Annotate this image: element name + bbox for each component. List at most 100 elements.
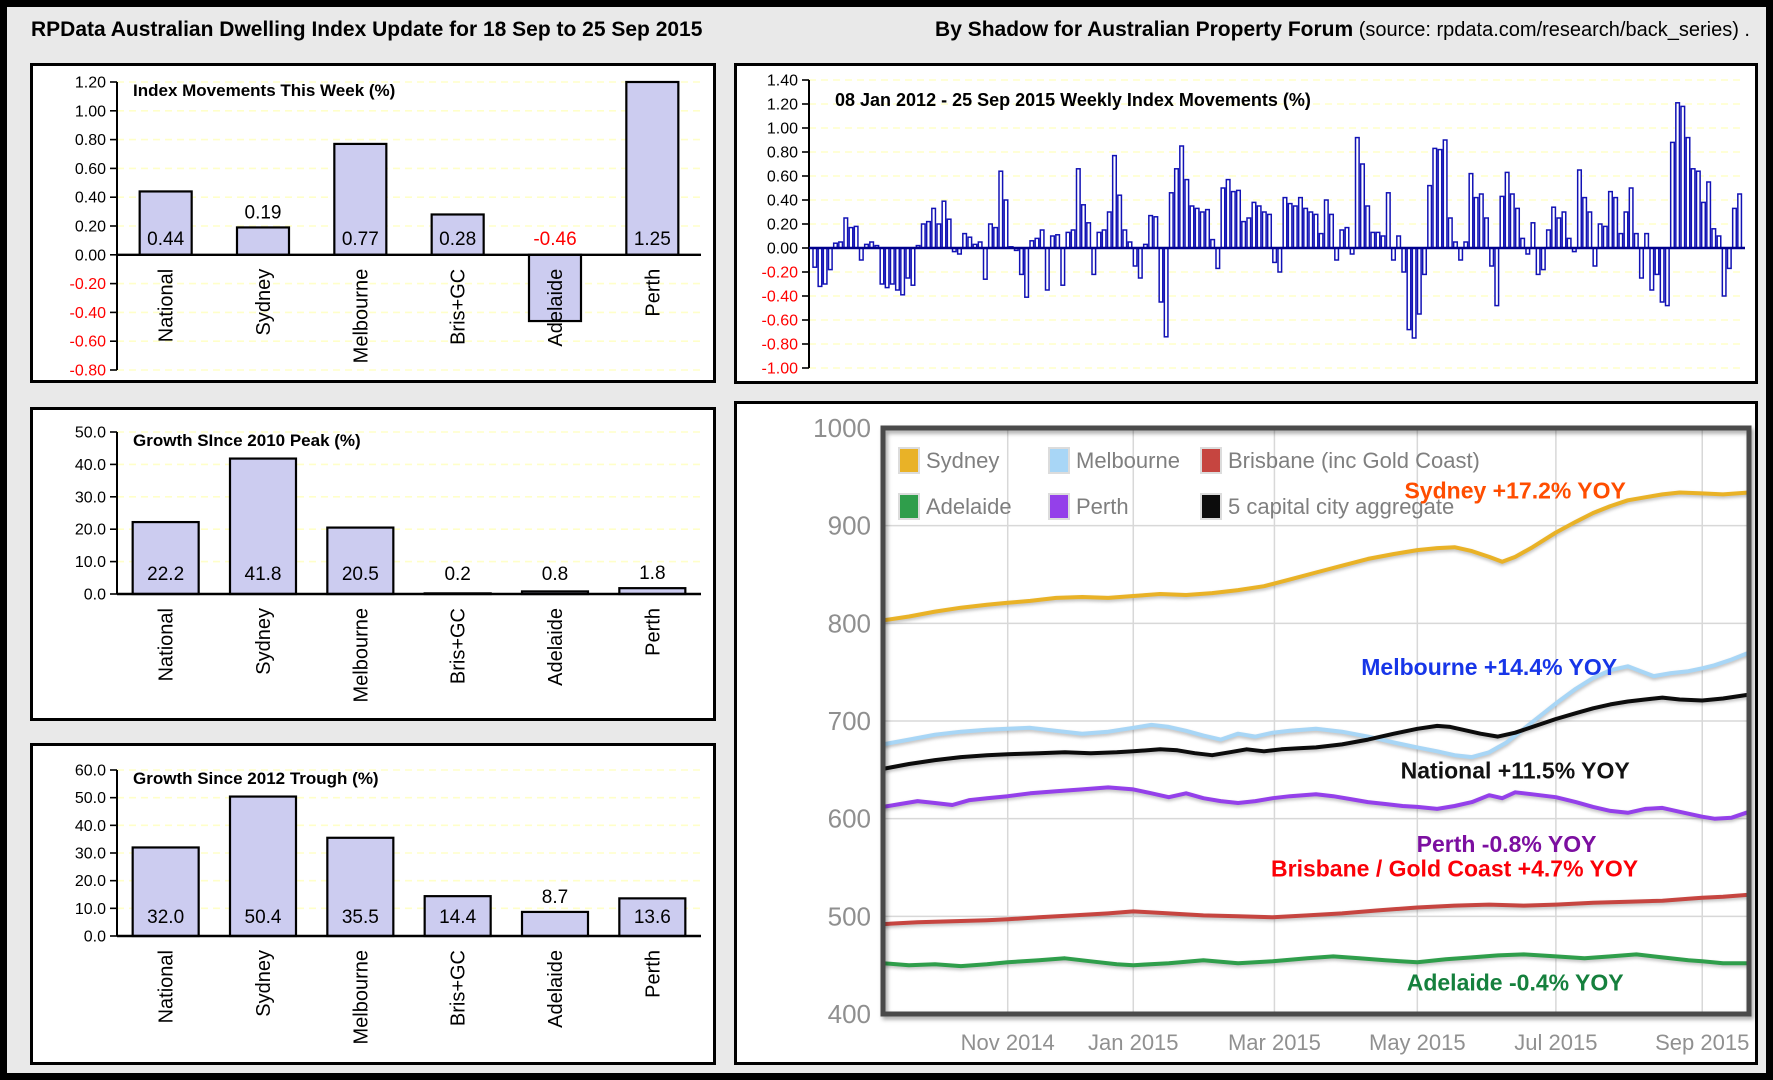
weekly-bar [1055, 234, 1061, 249]
value-label: 0.28 [439, 229, 476, 250]
bar-sydney [235, 226, 291, 256]
weekly-bar [1675, 102, 1681, 249]
weekly-bar [1044, 247, 1050, 291]
weekly-bar [1163, 247, 1169, 338]
y-tick-label: 40.0 [75, 457, 106, 474]
y-tick-label: 0.00 [767, 241, 798, 258]
weekly-bar [1101, 229, 1107, 249]
weekly-bar [1256, 205, 1262, 249]
weekly-bar [1179, 145, 1185, 249]
legend-swatch-perth [1048, 493, 1070, 520]
weekly-bar [1080, 204, 1087, 249]
series-line-melbourne [883, 650, 1749, 760]
chart-title: 08 Jan 2012 - 25 Sep 2015 Weekly Index M… [835, 90, 1311, 110]
weekly-bar [1489, 247, 1495, 267]
weekly-bar [1390, 247, 1397, 261]
weekly-bar [1220, 187, 1226, 249]
weekly-bar [920, 223, 926, 249]
chart-title: Growth Since 2012 Trough (%) [133, 769, 379, 788]
value-label: 0.2 [444, 564, 470, 585]
weekly-bar [1215, 247, 1221, 270]
weekly-bar [884, 247, 890, 289]
weekly-bar [941, 200, 947, 249]
value-label: 8.7 [542, 887, 568, 908]
y-tick-label: -0.40 [70, 305, 107, 322]
weekly-bar [1711, 228, 1717, 249]
y-axis-label: 800 [828, 608, 871, 638]
y-tick-label: 40.0 [75, 818, 106, 835]
y-axis-label: 600 [828, 804, 871, 834]
panel-index-movements-this-week: -0.80 -0.60 -0.40 -0.20 0.00 0.20 0.40 0.60 0.80… [30, 63, 716, 383]
y-tick-label: 60.0 [75, 763, 106, 780]
y-tick-label: 0.40 [767, 193, 798, 210]
weekly-bar [1370, 231, 1376, 249]
y-tick-label: -0.20 [70, 276, 107, 293]
weekly-bar [1034, 237, 1040, 249]
weekly-bar [1602, 225, 1608, 249]
weekly-bar [1111, 154, 1118, 249]
weekly-bar [1210, 238, 1216, 249]
growth-2010-peak-chart: 0.0 10.0 20.0 30.0 40.0 50.0 National Sydney Mel… [75, 425, 701, 703]
y-tick-label: 20.0 [75, 873, 106, 890]
weekly-bar [1437, 148, 1443, 249]
value-label: 20.5 [342, 564, 379, 585]
weekly-bar [1153, 216, 1159, 249]
weekly-bar [822, 247, 828, 285]
value-label: 0.8 [542, 564, 568, 585]
y-tick-label: 0.0 [84, 587, 106, 604]
category-label: Melbourne [350, 950, 372, 1045]
weekly-bar [1499, 195, 1505, 249]
weekly-bar [817, 247, 823, 288]
weekly-bar [1204, 208, 1211, 249]
weekly-bar [1401, 247, 1407, 273]
weekly-bar [1411, 247, 1417, 339]
category-label: National [156, 269, 178, 342]
weekly-bar [1520, 237, 1526, 249]
weekly-bar [1483, 217, 1490, 249]
value-label: 0.77 [342, 229, 379, 250]
x-axis-label: May 2015 [1369, 1030, 1466, 1055]
weekly-bar [1664, 247, 1670, 307]
y-tick-label: 0.20 [75, 219, 106, 236]
weekly-bar [998, 170, 1004, 249]
y-tick-label: -1.00 [762, 361, 799, 378]
y-tick-label: 0.20 [767, 217, 798, 234]
weekly-bar [1566, 237, 1572, 249]
weekly-bar [1385, 192, 1391, 249]
bar-bris-gc [423, 895, 492, 938]
y-tick-label: 1.00 [75, 103, 106, 120]
weekly-bar [1158, 247, 1164, 303]
weekly-bar [1148, 214, 1154, 249]
weekly-bar [1246, 217, 1252, 249]
category-label: National [156, 608, 178, 681]
weekly-bar [1509, 193, 1515, 249]
y-tick-label: 0.60 [767, 169, 798, 186]
legend-label: Perth [1076, 494, 1129, 519]
value-label: 1.8 [639, 563, 665, 584]
y-tick-label: -0.80 [70, 363, 107, 380]
y-tick-label: -0.60 [762, 313, 799, 330]
weekly-bar [1587, 211, 1593, 249]
weekly-bar [1421, 247, 1428, 276]
weekly-bar [1545, 229, 1552, 249]
weekly-bar [1194, 207, 1200, 249]
weekly-bar [1700, 201, 1707, 249]
legend-swatch-adelaide [898, 493, 920, 520]
legend-label: Brisbane (inc Gold Coast) [1228, 448, 1480, 473]
y-tick-label: 10.0 [75, 554, 106, 571]
value-label: 41.8 [245, 564, 282, 585]
series-line-brisbane-inc-gold-coast- [883, 892, 1749, 927]
annotation-adelaide: Adelaide -0.4% YOY [1407, 970, 1624, 996]
weekly-bar [1494, 247, 1500, 307]
x-axis-label: Mar 2015 [1228, 1030, 1321, 1055]
weekly-bar [812, 247, 818, 268]
weekly-bar [1282, 196, 1288, 249]
weekly-bar [1122, 229, 1128, 249]
weekly-bar [879, 247, 885, 285]
weekly-bar [982, 247, 988, 280]
plot-frame [880, 425, 1752, 1017]
weekly-bar [1731, 207, 1738, 249]
weekly-bar [1003, 199, 1009, 249]
weekly-bar [900, 247, 906, 296]
bar-adelaide [520, 910, 590, 938]
